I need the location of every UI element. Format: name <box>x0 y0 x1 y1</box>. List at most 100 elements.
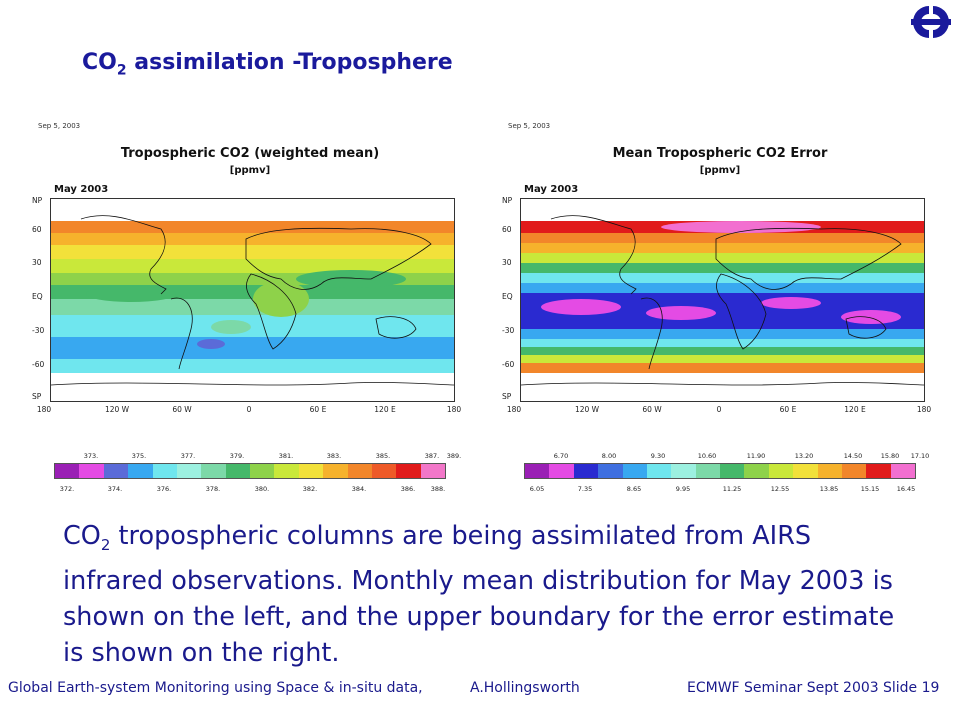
co2-error-map <box>520 198 925 402</box>
footer-slide-number: Slide 19 <box>883 680 940 696</box>
lat-label: 60 <box>32 225 42 234</box>
body-rest: tropospheric columns are being assimilat… <box>63 521 895 669</box>
lon-label: 60 E <box>309 405 327 414</box>
colorbar-tick: 385. <box>375 452 391 460</box>
ecmwf-logo-icon <box>911 6 951 38</box>
footer-seminar: ECMWF Seminar Sept 2003 <box>687 680 879 696</box>
map-date: Sep 5, 2003 <box>38 122 81 130</box>
colorbar-tick: 380. <box>254 485 270 493</box>
colorbar-tick: 12.55 <box>770 485 790 493</box>
colorbar-error <box>524 463 916 479</box>
colorbar-tick: 13.20 <box>794 452 814 460</box>
colorbar-tick: 384. <box>351 485 367 493</box>
lat-label: EQ <box>32 292 43 301</box>
colorbar-tick: 387. <box>424 452 440 460</box>
colorbar-swatch <box>371 464 397 478</box>
footer-title: Global Earth-system Monitoring using Spa… <box>8 680 423 696</box>
co2-mean-field <box>51 199 454 401</box>
colorbar-swatch <box>201 464 226 478</box>
colorbar-mean <box>54 463 446 479</box>
colorbar-swatch <box>598 464 623 478</box>
lon-label: 180 <box>36 405 52 414</box>
colorbar-swatch <box>671 464 696 478</box>
colorbar-tick: 381. <box>278 452 294 460</box>
lat-label: SP <box>32 392 42 401</box>
map-month: May 2003 <box>54 184 109 195</box>
map-panel-error: Sep 5, 2003 Mean Tropospheric CO2 Error … <box>500 118 940 498</box>
lat-label: -60 <box>32 360 45 369</box>
body-subscript: 2 <box>100 536 111 555</box>
slide-body-text: CO2 tropospheric columns are being assim… <box>63 518 913 671</box>
lat-label: -30 <box>32 326 45 335</box>
title-rest: assimilation -Troposphere <box>126 50 453 75</box>
lon-label: 120 E <box>844 405 866 414</box>
title-text: CO <box>82 50 117 75</box>
colorbar-swatch <box>250 464 275 478</box>
colorbar-swatch <box>622 464 647 478</box>
co2-mean-map <box>50 198 455 402</box>
lat-label: 60 <box>502 225 512 234</box>
colorbar-tick: 382. <box>302 485 318 493</box>
slide-title: CO2 assimilation -Troposphere <box>82 50 453 78</box>
colorbar-swatch <box>793 464 818 478</box>
colorbar-swatch <box>817 464 842 478</box>
colorbar-tick: 8.00 <box>601 452 617 460</box>
colorbar-swatch <box>420 464 445 478</box>
colorbar-swatch <box>298 464 324 478</box>
map-date: Sep 5, 2003 <box>508 122 551 130</box>
lat-label: EQ <box>502 292 513 301</box>
lat-label: -30 <box>502 326 515 335</box>
lon-label: 0 <box>246 405 252 414</box>
colorbar-tick: 8.65 <box>626 485 642 493</box>
colorbar-tick: 9.30 <box>650 452 666 460</box>
colorbar-swatch <box>347 464 372 478</box>
colorbar-tick: 15.80 <box>880 452 900 460</box>
map-title: Mean Tropospheric CO2 Error <box>612 146 828 161</box>
colorbar-tick: 15.15 <box>860 485 880 493</box>
colorbar-swatch <box>549 464 574 478</box>
colorbar-tick: 377. <box>180 452 196 460</box>
colorbar-swatch <box>274 464 299 478</box>
colorbar-tick: 13.85 <box>819 485 839 493</box>
lat-label: SP <box>502 392 512 401</box>
colorbar-tick: 6.70 <box>553 452 569 460</box>
colorbar-swatch <box>396 464 421 478</box>
lon-label: 180 <box>446 405 462 414</box>
colorbar-swatch <box>768 464 794 478</box>
lon-label: 0 <box>716 405 722 414</box>
colorbar-tick: 388. <box>430 485 446 493</box>
colorbar-swatch <box>866 464 891 478</box>
colorbar-swatch <box>890 464 915 478</box>
lat-label: NP <box>502 196 513 205</box>
colorbar-tick: 14.50 <box>843 452 863 460</box>
colorbar-tick: 372. <box>59 485 75 493</box>
lon-label: 60 W <box>172 405 192 414</box>
body-co: CO <box>63 521 101 551</box>
colorbar-tick: 11.25 <box>722 485 742 493</box>
co2-error-field <box>521 199 924 401</box>
colorbar-tick: 389. <box>446 452 462 460</box>
map-panel-mean: Sep 5, 2003 Tropospheric CO2 (weighted m… <box>30 118 470 498</box>
colorbar-tick: 386. <box>400 485 416 493</box>
colorbar-tick: 375. <box>131 452 147 460</box>
colorbar-swatch <box>695 464 720 478</box>
colorbar-swatch <box>720 464 745 478</box>
lat-label: NP <box>32 196 43 205</box>
colorbar-swatch <box>744 464 769 478</box>
lon-label: 60 W <box>642 405 662 414</box>
colorbar-tick: 376. <box>156 485 172 493</box>
colorbar-swatch <box>225 464 250 478</box>
map-title: Tropospheric CO2 (weighted mean) <box>120 146 380 161</box>
lat-label: 30 <box>502 258 512 267</box>
lat-label: -60 <box>502 360 515 369</box>
colorbar-tick: 10.60 <box>697 452 717 460</box>
colorbar-swatch <box>128 464 153 478</box>
map-unit: [ppmv] <box>229 165 271 176</box>
lon-label: 120 W <box>574 405 600 414</box>
colorbar-tick: 17.10 <box>910 452 930 460</box>
colorbar-swatch <box>55 464 80 478</box>
colorbar-swatch <box>176 464 202 478</box>
lon-label: 60 E <box>779 405 797 414</box>
colorbar-tick: 9.95 <box>675 485 691 493</box>
lon-label: 120 W <box>104 405 130 414</box>
